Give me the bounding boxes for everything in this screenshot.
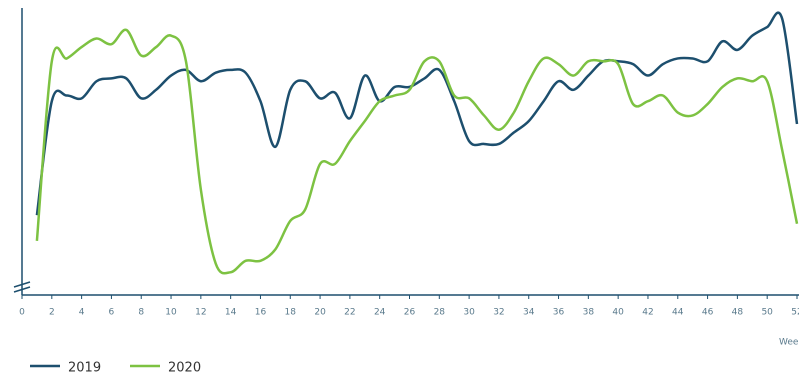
x-tick-label: 20 <box>314 308 326 318</box>
x-tick-label: 26 <box>404 308 416 318</box>
x-tick-label: 4 <box>79 308 85 318</box>
x-tick-label: 42 <box>642 308 653 318</box>
x-tick-label: 36 <box>553 308 565 318</box>
x-tick-label: 12 <box>195 308 206 318</box>
x-tick-label: 46 <box>702 308 714 318</box>
x-tick-label: 6 <box>109 308 115 318</box>
series-line <box>35 28 799 275</box>
x-tick-label: 32 <box>493 308 504 318</box>
x-tick-label: 0 <box>19 308 25 318</box>
x-tick-label: 24 <box>374 308 386 318</box>
x-tick-label: 18 <box>285 308 297 318</box>
x-tick-label: 48 <box>732 308 744 318</box>
x-tick-label: 44 <box>672 308 684 318</box>
x-tick-label: 52 <box>791 308 799 318</box>
x-axis-label: Week <box>779 338 799 348</box>
x-tick-label: 14 <box>225 308 237 318</box>
x-tick-label: 50 <box>761 308 773 318</box>
x-tick-label: 38 <box>583 308 595 318</box>
x-tick-label: 28 <box>434 308 446 318</box>
x-tick-label: 2 <box>49 308 55 318</box>
x-tick-label: 8 <box>138 308 144 318</box>
x-tick-label: 22 <box>344 308 355 318</box>
x-tick-label: 30 <box>463 308 475 318</box>
x-tick-label: 40 <box>612 308 624 318</box>
x-tick-label: 16 <box>255 308 267 318</box>
series-line <box>35 11 799 216</box>
axis-break <box>13 281 31 293</box>
legend-label: 2020 <box>168 361 201 376</box>
x-tick-label: 10 <box>165 308 177 318</box>
legend-label: 2019 <box>68 361 101 376</box>
x-tick-label: 34 <box>523 308 535 318</box>
